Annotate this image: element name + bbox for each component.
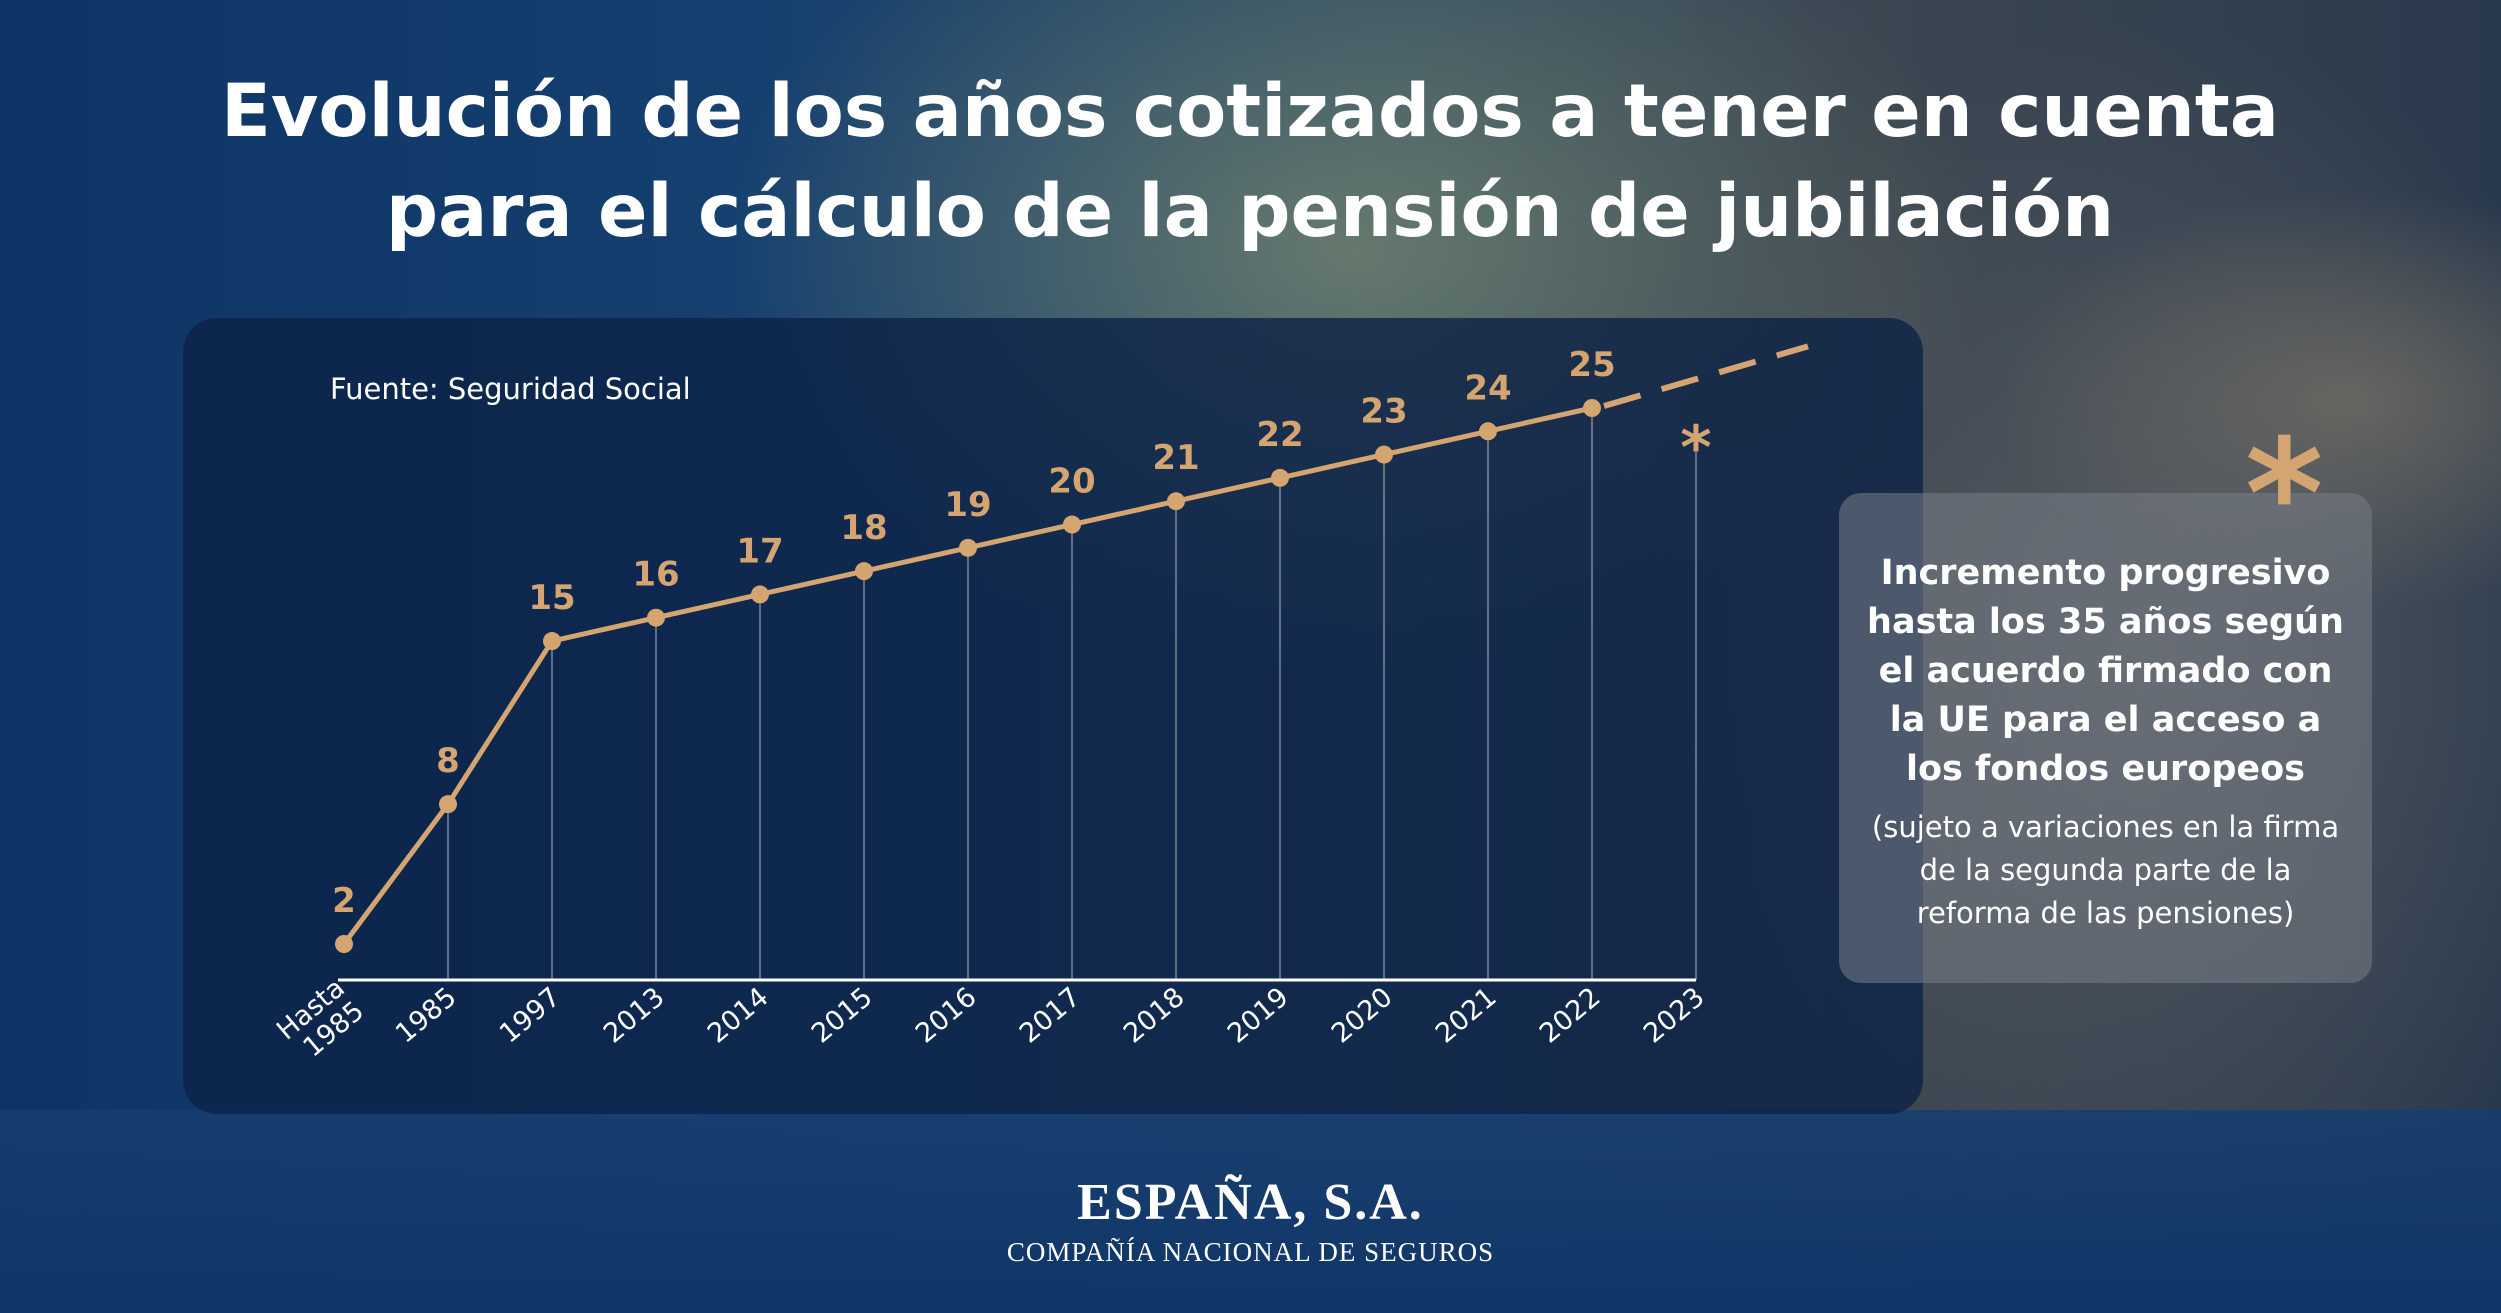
data-label: 20 <box>1048 462 1095 502</box>
tick-label: 2021 <box>1430 982 1503 1050</box>
title-line-2: para el cálculo de la pensión de jubilac… <box>385 169 2115 254</box>
data-point <box>1271 468 1289 487</box>
data-label: 15 <box>528 578 575 618</box>
data-point <box>1167 492 1185 511</box>
data-label: 24 <box>1464 368 1511 408</box>
data-label: 19 <box>944 485 991 525</box>
tick-label: 2019 <box>1222 982 1295 1050</box>
tick-label: 1985 <box>390 982 463 1050</box>
projection-label: * <box>1680 413 1711 483</box>
data-label: 23 <box>1360 392 1407 432</box>
data-label: 17 <box>736 531 783 571</box>
data-label: 21 <box>1152 438 1199 478</box>
note-box: Incremento progresivo hasta los 35 años … <box>1839 493 2372 983</box>
data-point <box>855 562 873 581</box>
tick-label: 1997 <box>494 982 567 1050</box>
brand-tagline: COMPAÑÍA NACIONAL DE SEGUROS <box>1006 1237 1495 1267</box>
data-point <box>543 632 561 651</box>
data-point <box>335 935 353 953</box>
note-main-text: Incremento progresivo hasta los 35 años … <box>1867 553 2344 789</box>
tick-label: 2022 <box>1534 982 1607 1050</box>
data-label: 25 <box>1568 345 1615 385</box>
data-point <box>439 795 457 814</box>
tick-label: 2017 <box>1014 982 1087 1050</box>
source-label: Fuente: Seguridad Social <box>330 372 691 406</box>
data-label: 2 <box>332 881 356 921</box>
brand-name: ESPAÑA, S.A. <box>1077 1174 1424 1231</box>
note-sub-text: (sujeto a variaciones en la firma de la … <box>1871 810 2340 930</box>
brand-footer: ESPAÑA, S.A. COMPAÑÍA NACIONAL DE SEGURO… <box>0 1175 2501 1268</box>
data-point <box>1479 422 1497 441</box>
title-line-1: Evolución de los años cotizados a tener … <box>220 69 2279 154</box>
tick-label: 2014 <box>702 982 775 1050</box>
tick-label: 2023 <box>1638 982 1711 1050</box>
data-point <box>751 585 769 604</box>
page-title: Evolución de los años cotizados a tener … <box>120 62 2380 262</box>
tick-label: 2015 <box>806 982 879 1050</box>
data-point <box>959 538 977 557</box>
tick-label: 2013 <box>598 982 671 1050</box>
data-label: 16 <box>632 555 679 595</box>
bottom-band <box>0 1110 2501 1313</box>
tick-label: 2016 <box>910 982 983 1050</box>
data-point <box>1375 445 1393 464</box>
tick-label: Hasta1985 <box>271 972 370 1069</box>
note-asterisk-icon: * <box>2245 408 2324 582</box>
data-point <box>1063 515 1081 534</box>
tick-label: 2018 <box>1118 982 1191 1050</box>
tick-label: 2020 <box>1326 982 1399 1050</box>
projection-line <box>1603 343 1809 409</box>
data-point <box>1583 399 1601 417</box>
data-label: 8 <box>436 741 460 781</box>
data-label: 22 <box>1256 415 1303 455</box>
data-point <box>647 608 665 627</box>
data-label: 18 <box>840 508 887 548</box>
